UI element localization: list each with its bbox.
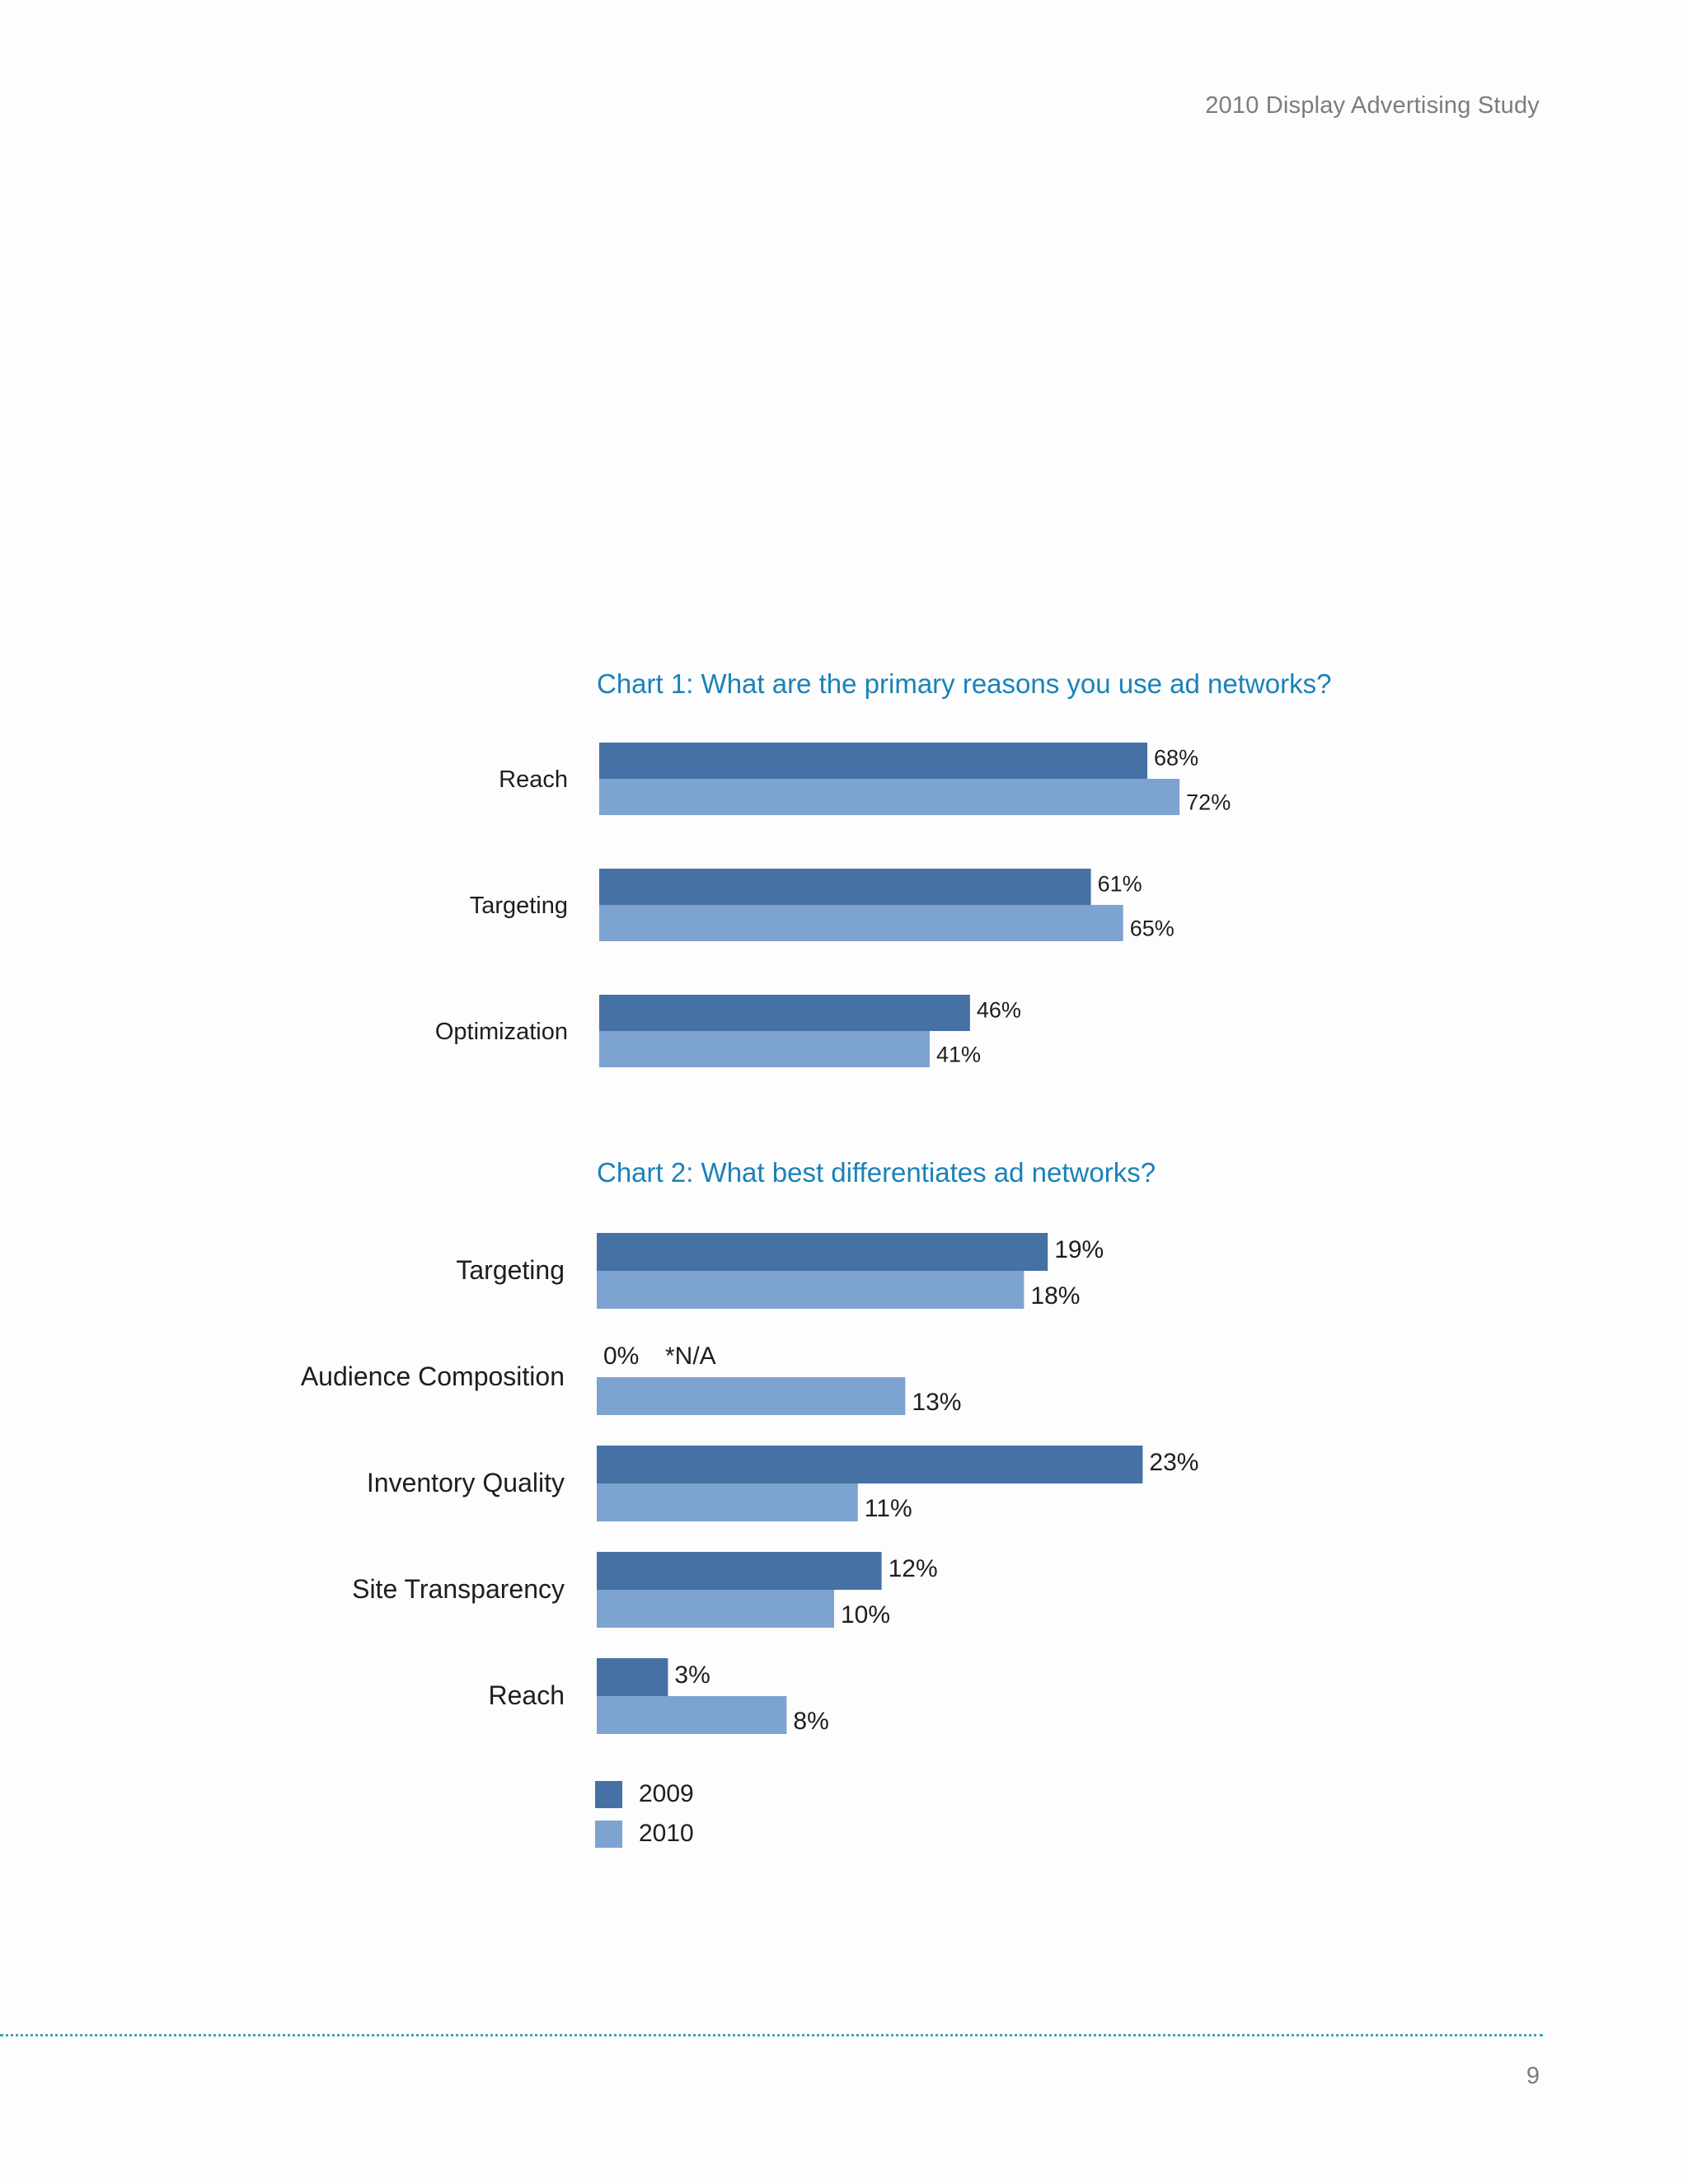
value-label-2009-reach: 3% <box>674 1661 710 1689</box>
value-label-2010-audience-composition: 13% <box>912 1389 961 1416</box>
page-number: 9 <box>1526 2063 1540 2089</box>
category-label-targeting: Targeting <box>456 1255 565 1285</box>
value-label-2009-targeting: 19% <box>1054 1236 1104 1263</box>
value-label-2009-targeting: 61% <box>1098 872 1142 897</box>
category-label-site-transparency: Site Transparency <box>352 1574 565 1604</box>
bar-2009-inventory-quality <box>597 1446 1143 1483</box>
value-label-2009-site-transparency: 12% <box>889 1555 938 1582</box>
value-label-2010-reach: 8% <box>793 1708 828 1735</box>
category-label-reach: Reach <box>499 766 568 793</box>
value-label-2009-audience-composition: 0% <box>603 1343 639 1370</box>
bar-2010-targeting <box>597 1271 1025 1309</box>
value-label-2010-reach: 72% <box>1186 790 1231 815</box>
category-label-optimization: Optimization <box>435 1019 568 1045</box>
annotation-audience-composition: *N/A <box>665 1343 716 1370</box>
value-label-2010-optimization: 41% <box>936 1043 981 1067</box>
footer-divider <box>0 2034 1543 2036</box>
bar-2009-reach <box>599 743 1148 779</box>
value-label-2010-targeting: 18% <box>1030 1282 1080 1310</box>
bar-2010-targeting <box>599 905 1123 941</box>
legend-label-2009: 2009 <box>639 1780 694 1807</box>
value-label-2009-reach: 68% <box>1154 746 1198 771</box>
legend-item-2010: 2010 <box>595 1820 694 1848</box>
bar-2010-reach <box>599 779 1180 815</box>
legend-swatch-2009 <box>595 1780 622 1808</box>
category-label-targeting: Targeting <box>470 893 568 919</box>
bar-2010-audience-composition <box>597 1377 906 1415</box>
chart-2-title: Chart 2: What best differentiates ad net… <box>597 1157 1156 1188</box>
value-label-2009-optimization: 46% <box>977 998 1021 1023</box>
value-label-2010-inventory-quality: 11% <box>865 1495 912 1522</box>
chart-1-title: Chart 1: What are the primary reasons yo… <box>597 668 1332 699</box>
bar-2009-targeting <box>599 869 1091 905</box>
category-label-inventory-quality: Inventory Quality <box>367 1468 565 1497</box>
category-label-audience-composition: Audience Composition <box>301 1361 565 1391</box>
value-label-2009-inventory-quality: 23% <box>1149 1449 1198 1476</box>
bar-2010-optimization <box>599 1031 930 1067</box>
category-label-reach: Reach <box>489 1680 565 1710</box>
bar-2010-inventory-quality <box>597 1483 858 1521</box>
bar-2010-reach <box>597 1696 787 1734</box>
bar-2009-reach <box>597 1658 668 1696</box>
legend-swatch-2010 <box>595 1820 622 1848</box>
value-label-2010-site-transparency: 10% <box>841 1601 890 1629</box>
legend-item-2009: 2009 <box>595 1780 694 1808</box>
bar-2009-targeting <box>597 1233 1048 1271</box>
bar-2010-site-transparency <box>597 1590 834 1628</box>
bar-2009-site-transparency <box>597 1552 882 1590</box>
bar-2009-optimization <box>599 995 970 1031</box>
value-label-2010-targeting: 65% <box>1130 916 1175 941</box>
legend-label-2010: 2010 <box>639 1820 694 1847</box>
page-header-title: 2010 Display Advertising Study <box>1205 92 1540 119</box>
